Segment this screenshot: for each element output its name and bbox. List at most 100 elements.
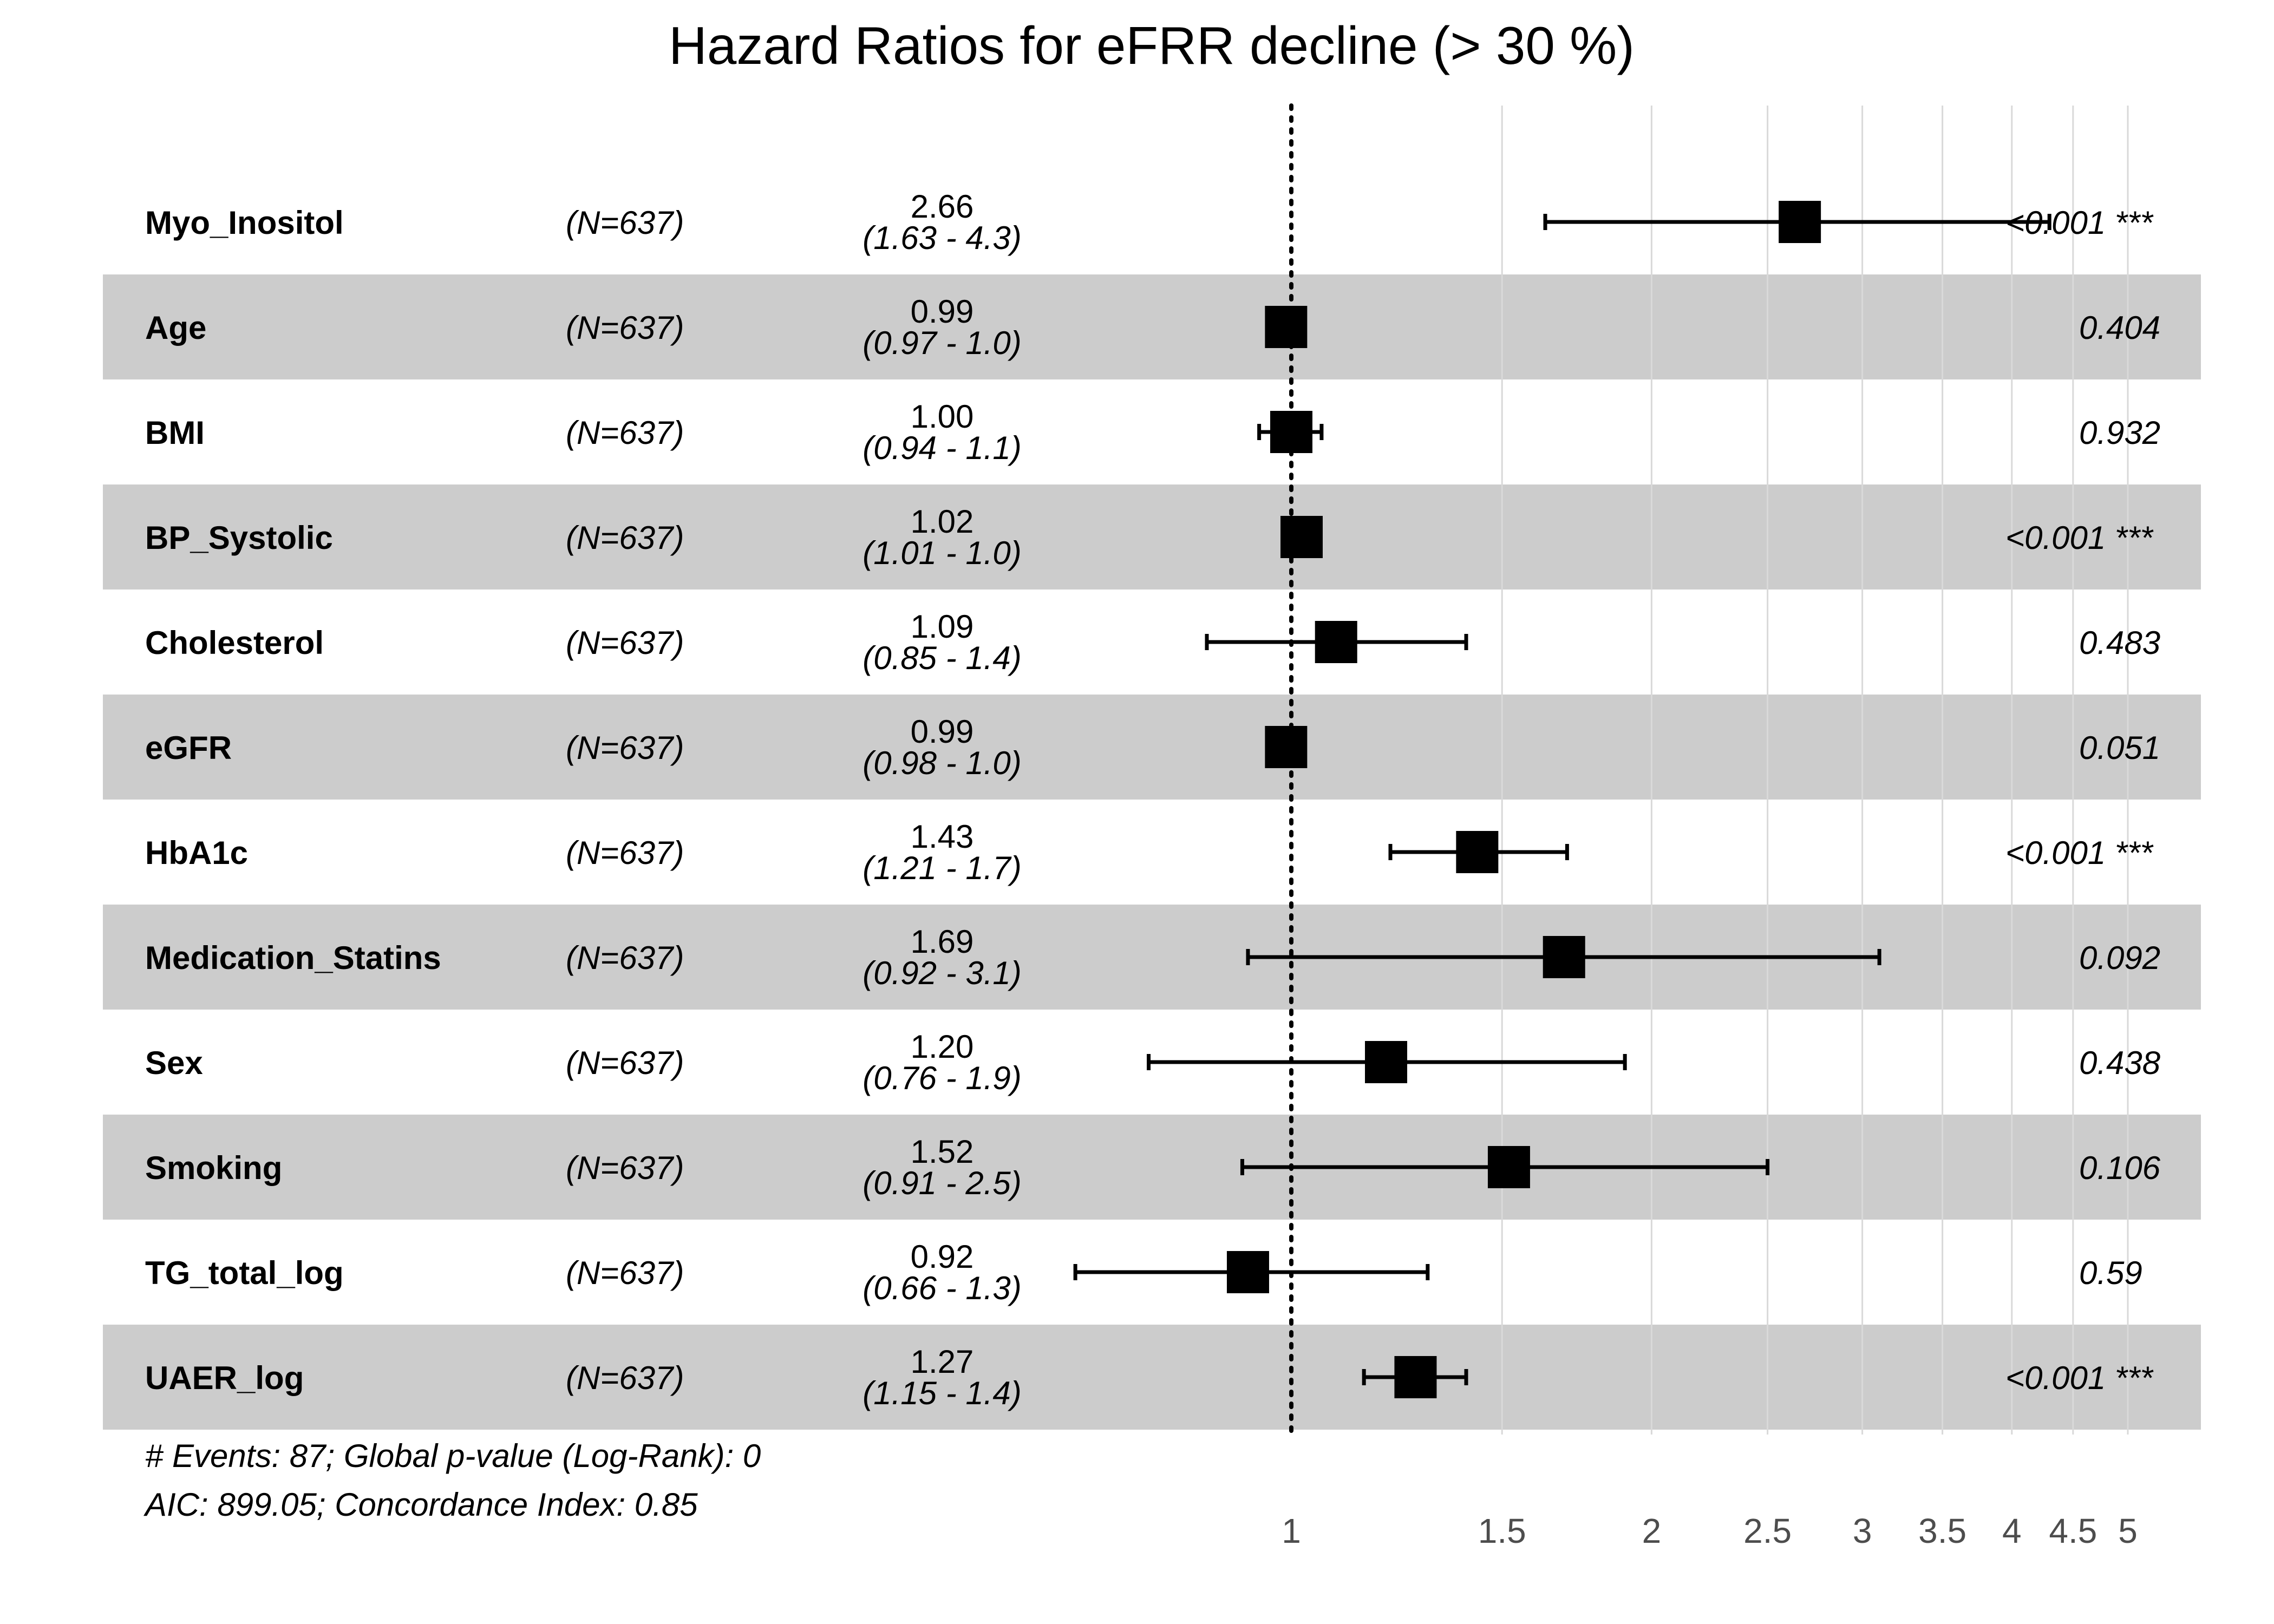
- variable-label: Sex: [145, 1045, 203, 1081]
- x-tick-label: 5: [2118, 1511, 2138, 1550]
- p-value-label: 0.483: [2079, 625, 2160, 661]
- ci-label: (0.97 - 1.0): [862, 325, 1021, 361]
- hr-label: 2.66: [911, 188, 974, 225]
- x-axis-ticks: 1 1.5 2 2.5 3 3.5 4 4.5 5: [1282, 1511, 2138, 1550]
- variable-label: HbA1c: [145, 835, 248, 871]
- hr-label: 1.20: [911, 1029, 974, 1065]
- p-value-label: 0.404: [2079, 310, 2160, 346]
- hr-point: [1270, 411, 1312, 453]
- hr-label: 1.02: [911, 503, 974, 540]
- hr-point: [1280, 516, 1323, 558]
- x-gridlines: [1501, 106, 2129, 1435]
- row-band: [103, 1325, 2201, 1430]
- p-value-label: <0.001 ***: [2005, 835, 2154, 871]
- n-label: (N=637): [566, 730, 684, 766]
- ci-label: (1.01 - 1.0): [862, 535, 1021, 571]
- n-label: (N=637): [566, 520, 684, 556]
- p-value-label: 0.106: [2079, 1150, 2161, 1186]
- variable-label: UAER_log: [145, 1360, 304, 1396]
- variable-label: Cholesterol: [145, 625, 324, 661]
- row-band: [103, 695, 2201, 800]
- chart-title: Hazard Ratios for eFRR decline (> 30 %): [669, 16, 1635, 75]
- forest-row: Smoking (N=637) 1.52(0.91 - 2.5) 0.106: [145, 1134, 2161, 1201]
- n-label: (N=637): [566, 940, 684, 976]
- hr-label: 1.69: [911, 924, 974, 960]
- hr-label: 1.00: [911, 398, 974, 435]
- hr-point: [1265, 306, 1308, 348]
- hr-point: [1487, 1146, 1530, 1188]
- p-value-label: <0.001 ***: [2005, 520, 2154, 556]
- x-tick-label: 1.5: [1478, 1511, 1526, 1550]
- forest-row: Myo_Inositol (N=637) 2.66(1.63 - 4.3) <0.00…: [145, 188, 2154, 256]
- row-bands: [103, 274, 2201, 1430]
- forest-row: Age (N=637) 0.99(0.97 - 1.0) 0.404: [145, 293, 2160, 361]
- n-label: (N=637): [566, 1360, 684, 1396]
- ci-label: (0.92 - 3.1): [862, 955, 1021, 991]
- p-value-label: 0.932: [2079, 415, 2160, 451]
- x-tick-label: 3.5: [1918, 1511, 1966, 1550]
- n-label: (N=637): [566, 1045, 684, 1081]
- p-value-label: 0.051: [2079, 730, 2160, 766]
- hr-point: [1365, 1041, 1408, 1083]
- ci-label: (0.98 - 1.0): [862, 745, 1021, 781]
- x-tick-label: 4.5: [2049, 1511, 2097, 1550]
- ci-label: (0.85 - 1.4): [862, 640, 1021, 676]
- forest-row: Sex (N=637) 1.20(0.76 - 1.9) 0.438: [145, 1029, 2161, 1096]
- ci-label: (1.63 - 4.3): [862, 220, 1021, 256]
- variable-label: Myo_Inositol: [145, 205, 344, 241]
- variable-label: BP_Systolic: [145, 520, 333, 556]
- ci-label: (0.76 - 1.9): [862, 1060, 1021, 1096]
- n-label: (N=637): [566, 415, 684, 451]
- row-band: [103, 1115, 2201, 1220]
- hr-label: 0.99: [911, 713, 974, 750]
- hr-label: 1.09: [911, 608, 974, 645]
- row-band: [103, 484, 2201, 590]
- x-tick-label: 3: [1853, 1511, 1872, 1550]
- p-value-label: 0.092: [2079, 940, 2160, 976]
- hr-point: [1394, 1356, 1437, 1398]
- hr-label: 1.27: [911, 1344, 974, 1380]
- footer-aic: AIC: 899.05; Concordance Index: 0.85: [143, 1487, 698, 1523]
- hr-label: 1.52: [911, 1134, 974, 1170]
- hr-point: [1543, 936, 1585, 978]
- variable-label: eGFR: [145, 730, 232, 766]
- forest-row: eGFR (N=637) 0.99(0.98 - 1.0) 0.051: [145, 713, 2160, 781]
- forest-row: BP_Systolic (N=637) 1.02(1.01 - 1.0) <0.001…: [145, 503, 2154, 571]
- variable-label: TG_total_log: [145, 1255, 344, 1291]
- forest-row: UAER_log (N=637) 1.27(1.15 - 1.4) <0.001 **…: [145, 1344, 2154, 1411]
- x-tick-label: 2.5: [1743, 1511, 1792, 1550]
- row-band: [103, 274, 2201, 379]
- n-label: (N=637): [566, 1150, 684, 1186]
- forest-row: Medication_Statins (N=637) 1.69(0.92 - 3.1…: [145, 924, 2160, 991]
- ci-label: (0.94 - 1.1): [862, 430, 1021, 466]
- n-label: (N=637): [566, 1255, 684, 1291]
- hr-point: [1265, 726, 1308, 768]
- n-label: (N=637): [566, 835, 684, 871]
- hr-label: 0.99: [911, 293, 974, 330]
- hr-point: [1456, 831, 1499, 873]
- ci-label: (0.91 - 2.5): [862, 1165, 1021, 1201]
- x-tick-label: 4: [2002, 1511, 2022, 1550]
- p-value-label: 0.438: [2079, 1045, 2161, 1081]
- x-tick-label: 2: [1642, 1511, 1662, 1550]
- hr-point: [1315, 621, 1357, 663]
- n-label: (N=637): [566, 625, 684, 661]
- footer-events: # Events: 87; Global p-value (Log-Rank):…: [145, 1438, 761, 1474]
- p-value-label: 0.59: [2079, 1255, 2142, 1291]
- forest-row: BMI (N=637) 1.00(0.94 - 1.1) 0.932: [145, 398, 2160, 466]
- forest-row: TG_total_log (N=637) 0.92(0.66 - 1.3) 0.59: [145, 1239, 2142, 1306]
- forest-row: HbA1c (N=637) 1.43(1.21 - 1.7) <0.001 ***: [145, 818, 2154, 886]
- ci-label: (0.66 - 1.3): [862, 1270, 1021, 1306]
- forest-row: Cholesterol (N=637) 1.09(0.85 - 1.4) 0.483: [145, 608, 2160, 676]
- hr-point: [1779, 201, 1821, 243]
- p-value-label: <0.001 ***: [2005, 1360, 2154, 1396]
- variable-label: Age: [145, 310, 206, 346]
- x-tick-label: 1: [1282, 1511, 1301, 1550]
- hr-label: 1.43: [911, 818, 974, 855]
- variable-label: Medication_Statins: [145, 940, 441, 976]
- n-label: (N=637): [566, 310, 684, 346]
- forest-rows: Myo_Inositol (N=637) 2.66(1.63 - 4.3) <0.00…: [145, 188, 2161, 1411]
- variable-label: BMI: [145, 415, 205, 451]
- ci-label: (1.15 - 1.4): [862, 1375, 1021, 1411]
